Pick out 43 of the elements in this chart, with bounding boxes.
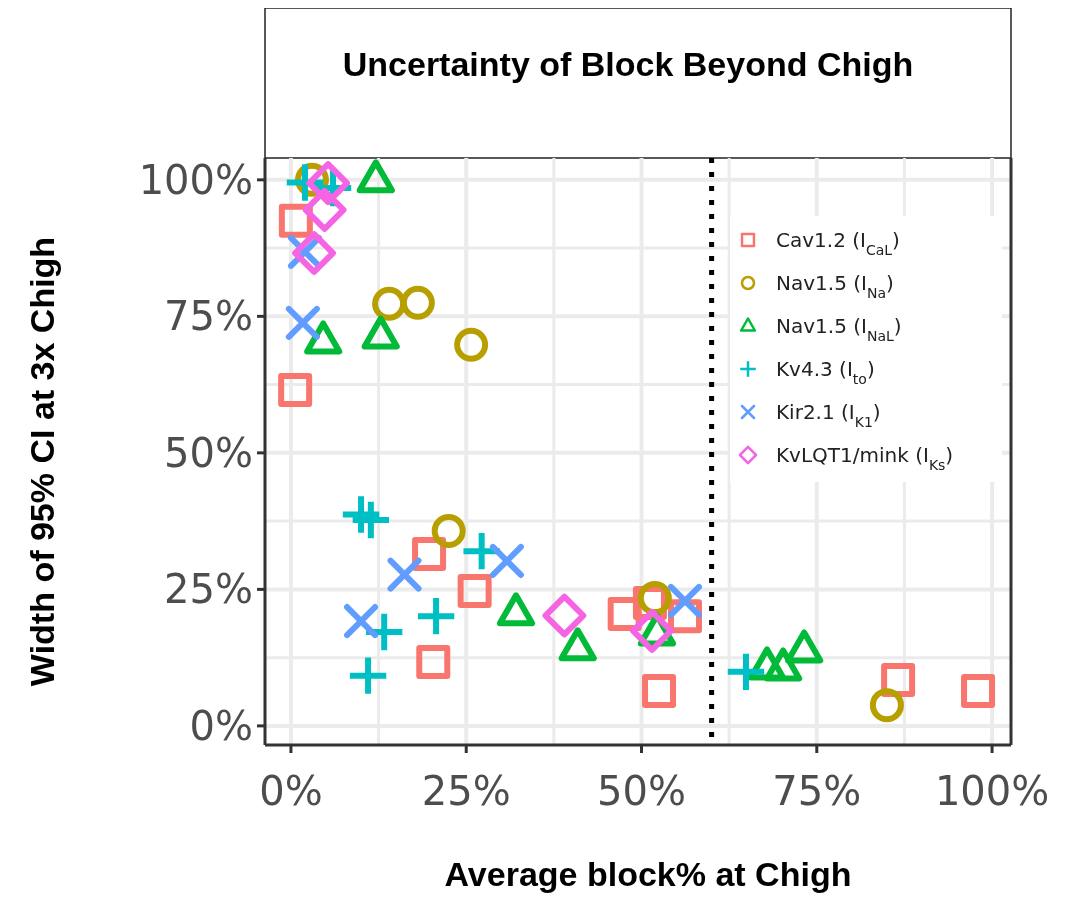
point [387,557,422,592]
point [431,513,466,548]
legend-label: Nav1.5 (I$_{NaL}$) [776,314,902,344]
x-tick-label: 25% [421,768,511,814]
point [278,373,313,408]
point [417,597,455,635]
point [352,501,390,539]
x-tick-label: 100% [934,768,1050,814]
point [727,653,765,691]
x-axis-title: Average block% at Chigh [444,855,852,893]
point [349,657,387,694]
legend-label: Kv4.3 (I$_{to}$) [776,357,875,387]
point [306,161,350,206]
legend-label: Kir2.1 (I$_{K1}$) [776,400,881,430]
point [292,231,336,275]
point [457,574,492,609]
y-tick-label: 25% [164,566,253,613]
point [302,187,347,232]
point [542,593,587,638]
point [642,673,677,708]
point [630,608,674,653]
x-tick-label: 50% [597,768,686,814]
point [454,327,489,362]
legend-label: KvLQT1/mink (I$_{Ks}$) [776,443,954,473]
y-tick-label: 0% [189,702,253,749]
point [344,604,379,639]
y-tick-label: 75% [164,293,253,340]
y-tick-label: 50% [164,429,253,476]
x-tick-label: 0% [259,768,323,814]
y-tick-label: 100% [138,156,253,203]
point [869,688,904,723]
y-axis-title: Width of 95% CI at 3x Chigh [23,236,61,687]
point [372,286,407,321]
point [416,645,451,679]
legend-label: Nav1.5 (I$_{Na}$) [776,271,894,301]
point [667,583,702,618]
point [285,305,320,340]
chart-title: Uncertainty of Block Beyond Chigh [342,45,914,83]
legend-label: Cav1.2 (I$_{CaL}$) [776,228,900,258]
x-tick-label: 75% [772,768,862,814]
point [400,285,435,320]
point [961,673,996,708]
point [489,543,524,578]
